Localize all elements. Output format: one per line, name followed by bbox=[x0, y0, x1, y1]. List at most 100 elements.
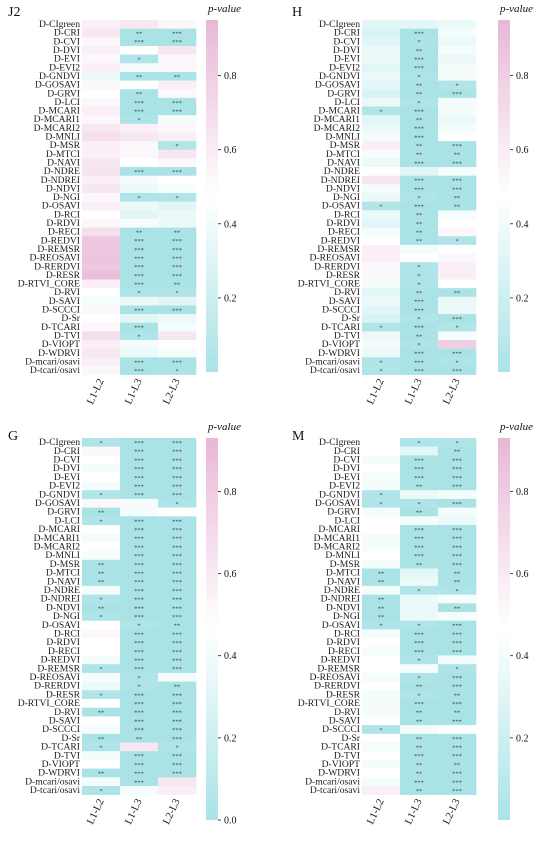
significance-marker: * bbox=[455, 666, 458, 673]
significance-marker: *** bbox=[172, 247, 182, 254]
heatmap-cell bbox=[362, 699, 401, 708]
significance-marker: ** bbox=[378, 579, 385, 586]
row-label: D-RTVI_CORE bbox=[18, 698, 80, 709]
heatmap-cell bbox=[438, 270, 477, 280]
row-label: D-DVI bbox=[333, 463, 360, 474]
heatmap-cell bbox=[400, 455, 439, 465]
heatmap-cell bbox=[82, 201, 121, 211]
heatmap-cell bbox=[400, 201, 439, 211]
heatmap-cell bbox=[362, 20, 401, 29]
heatmap-cell bbox=[120, 141, 159, 151]
heatmap-cell bbox=[362, 446, 401, 456]
significance-marker: *** bbox=[172, 466, 182, 473]
heatmap-cell bbox=[438, 577, 477, 587]
column-label: L1-L3 bbox=[403, 377, 424, 406]
heatmap-cell bbox=[362, 80, 401, 90]
heatmap-cell bbox=[438, 366, 477, 375]
significance-marker: * bbox=[455, 325, 458, 332]
heatmap-cell bbox=[120, 305, 159, 315]
heatmap-cell bbox=[82, 472, 121, 482]
row-label: D-LCI bbox=[334, 515, 360, 526]
heatmap-cell bbox=[438, 218, 477, 228]
heatmap-cell bbox=[400, 577, 439, 587]
significance-marker: * bbox=[379, 108, 382, 115]
heatmap-cell bbox=[438, 672, 477, 682]
significance-marker: * bbox=[99, 597, 102, 604]
heatmap-cell bbox=[158, 37, 197, 47]
significance-marker: *** bbox=[452, 501, 462, 508]
row-label: D-tcari/osavi bbox=[30, 365, 80, 376]
heatmap-cell bbox=[362, 357, 401, 367]
row-label: D-OSAVI bbox=[322, 201, 360, 212]
colorbar bbox=[498, 438, 510, 820]
heatmap-cell bbox=[400, 516, 439, 526]
heatmap-cell bbox=[82, 707, 121, 717]
heatmap-cell bbox=[158, 331, 197, 341]
heatmap-cell bbox=[400, 507, 439, 517]
heatmap-cell bbox=[82, 620, 121, 630]
significance-marker: * bbox=[379, 623, 382, 630]
significance-marker: *** bbox=[172, 440, 182, 447]
row-label: D-RESR bbox=[326, 689, 361, 700]
row-label: D-MCARI1 bbox=[314, 533, 361, 544]
heatmap-cell bbox=[82, 54, 121, 64]
heatmap-cell bbox=[82, 63, 121, 73]
significance-marker: *** bbox=[414, 753, 424, 760]
heatmap-cell bbox=[158, 158, 197, 168]
heatmap-cell bbox=[82, 279, 121, 289]
heatmap-cell bbox=[158, 464, 197, 474]
heatmap-cell bbox=[158, 210, 197, 220]
row-label: D-MSR bbox=[50, 559, 81, 570]
heatmap-cell bbox=[120, 707, 159, 717]
significance-marker: * bbox=[99, 692, 102, 699]
significance-marker: * bbox=[379, 325, 382, 332]
heatmap-cell bbox=[120, 340, 159, 349]
heatmap-cell bbox=[362, 314, 401, 324]
heatmap-cell bbox=[82, 733, 121, 743]
row-label: D-RVI bbox=[334, 707, 360, 718]
heatmap-cell bbox=[438, 193, 477, 202]
significance-marker: *** bbox=[134, 169, 144, 176]
heatmap-cell bbox=[400, 167, 439, 176]
heatmap-cell bbox=[120, 348, 159, 358]
significance-marker: ** bbox=[454, 579, 461, 586]
heatmap-cell bbox=[158, 438, 197, 447]
heatmap-cell bbox=[82, 759, 121, 769]
column-label: L2-L3 bbox=[441, 377, 462, 406]
heatmap-cell bbox=[400, 655, 439, 665]
heatmap-cell bbox=[362, 236, 401, 246]
heatmap-cell bbox=[82, 80, 121, 90]
row-label: D-CRI bbox=[54, 28, 80, 39]
heatmap-cell bbox=[158, 629, 197, 639]
significance-marker: * bbox=[99, 666, 102, 673]
heatmap-cell bbox=[438, 751, 477, 761]
heatmap-cell bbox=[158, 115, 197, 125]
heatmap-cell bbox=[158, 472, 197, 482]
heatmap-cell bbox=[158, 681, 197, 691]
heatmap-cell bbox=[438, 348, 477, 358]
row-label: D-RESR bbox=[326, 270, 361, 281]
row-label: D-NAVI bbox=[47, 157, 80, 168]
colorbar-tick-label: 0.6 bbox=[224, 569, 237, 580]
row-label: D-GOSAVI bbox=[315, 498, 360, 509]
significance-marker: * bbox=[417, 657, 420, 664]
heatmap-cell bbox=[400, 132, 439, 142]
heatmap-cell bbox=[438, 253, 477, 263]
heatmap-cell bbox=[438, 768, 477, 778]
significance-marker: *** bbox=[414, 134, 424, 141]
colorbar-tick-label: 0.4 bbox=[224, 651, 237, 662]
row-label: D-NDVI bbox=[46, 183, 80, 194]
heatmap-cell bbox=[82, 655, 121, 665]
heatmap-cell bbox=[120, 638, 159, 648]
row-label: D-MCARI2 bbox=[314, 123, 361, 134]
heatmap-cell bbox=[438, 516, 477, 526]
heatmap-cell bbox=[400, 184, 439, 194]
column-label: L1-L3 bbox=[123, 797, 144, 826]
heatmap-cell bbox=[438, 681, 477, 691]
row-label: D-EVI2 bbox=[49, 481, 80, 492]
significance-marker: ** bbox=[416, 117, 423, 124]
significance-marker: * bbox=[175, 290, 178, 297]
significance-marker: * bbox=[137, 684, 140, 691]
significance-marker: *** bbox=[134, 39, 144, 46]
significance-marker: ** bbox=[416, 710, 423, 717]
